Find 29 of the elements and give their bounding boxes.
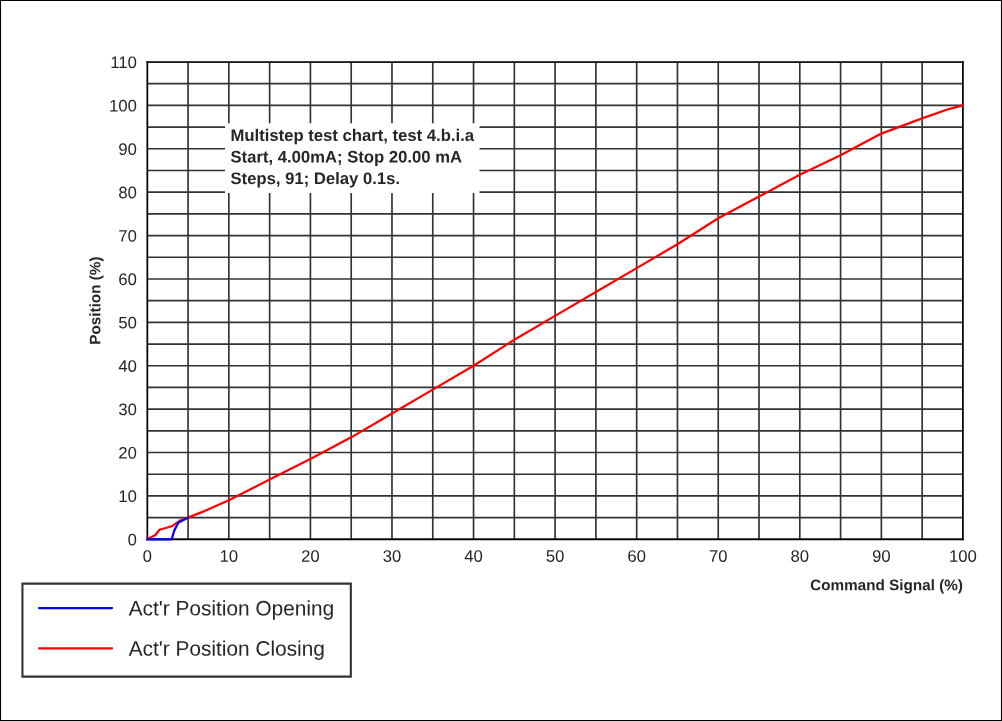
y-tick-label: 0: [128, 533, 137, 546]
x-tick-label: 40: [464, 550, 483, 562]
x-tick-label: 20: [301, 550, 320, 562]
legend-label: Act'r Position Closing: [128, 640, 324, 660]
y-tick-label: 20: [119, 446, 137, 459]
y-tick-label: 90: [119, 143, 137, 155]
line-series: [146, 516, 190, 541]
x-tick-label: 80: [791, 550, 809, 562]
y-tick-label: 110: [111, 56, 137, 69]
x-tick-label: 70: [709, 550, 727, 562]
y-tick-label: 60: [119, 273, 137, 286]
y-tick-label: 10: [119, 490, 137, 503]
y-tick-label: 40: [118, 360, 137, 372]
x-axis-title: Command Signal (%): [810, 579, 963, 594]
y-tick-label: 70: [119, 229, 137, 242]
y-tick-label: 50: [119, 316, 137, 329]
x-tick-label: 30: [383, 550, 401, 562]
x-tick-label: 0: [143, 550, 152, 562]
y-tick-label: 30: [118, 403, 137, 416]
annotation: Multistep test chart, test 4.b.i.a Start, 4.00mA; Stop 20.00 mA Steps, 91; Delay 0.1s.: [230, 128, 475, 188]
legend-label: Act'r Position Opening: [128, 600, 333, 620]
x-tick-label: 60: [628, 550, 646, 562]
y-tick-label: 80: [119, 186, 137, 199]
x-tick-label: 10: [220, 550, 238, 562]
y-tick-label: 100: [110, 99, 137, 112]
x-tick-label: 90: [872, 550, 890, 562]
x-tick-label: 100: [950, 550, 977, 562]
y-axis-title: Position (%): [89, 257, 104, 344]
x-tick-label: 50: [546, 550, 564, 562]
